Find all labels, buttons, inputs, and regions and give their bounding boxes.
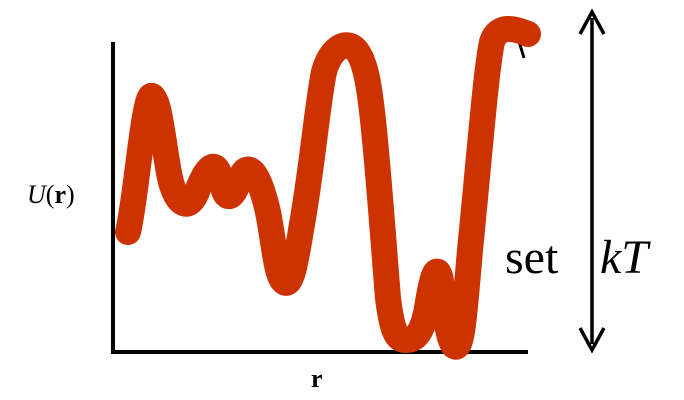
double-headed-vertical-arrow-icon: [578, 8, 606, 354]
y-axis-label-symbol: U: [27, 180, 48, 209]
kt-label: kT: [600, 231, 651, 284]
x-axis-label: r: [311, 364, 323, 393]
y-axis-label-vector: r: [54, 180, 66, 209]
set-label: set: [505, 231, 559, 284]
y-axis-label: U(r): [27, 180, 75, 209]
y-axis-label-close-paren: ): [66, 180, 75, 209]
y-axis-label-open-paren: (: [46, 180, 55, 209]
potential-energy-curve: [115, 16, 541, 360]
